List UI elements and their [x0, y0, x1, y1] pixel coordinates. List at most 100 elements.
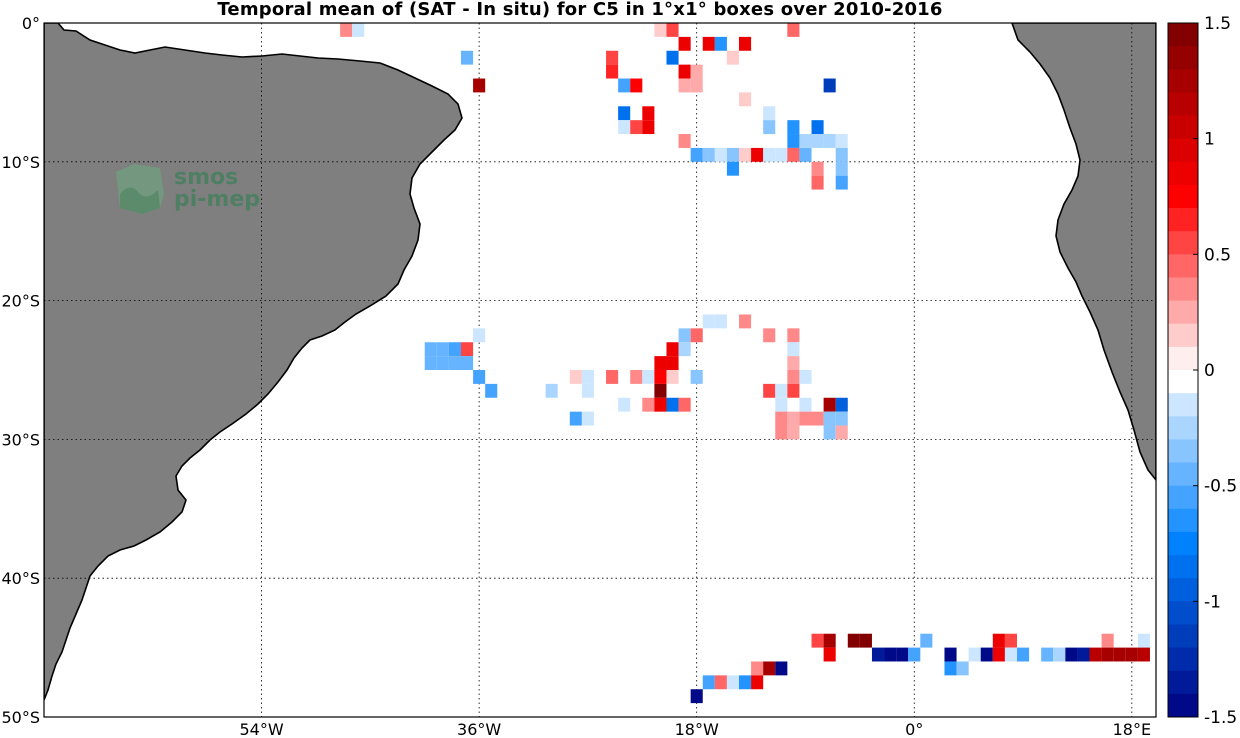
data-cell [678, 36, 691, 51]
data-cell [811, 411, 824, 426]
data-cell [811, 161, 824, 176]
colorbar-step [1168, 555, 1198, 579]
data-cell [1041, 647, 1054, 662]
data-cell [714, 147, 727, 162]
colorbar-tick-label: -1 [1204, 592, 1221, 612]
data-cell [1137, 647, 1150, 662]
colorbar-step [1168, 370, 1198, 394]
data-cell [799, 411, 812, 426]
data-cell [424, 356, 437, 370]
data-cell [751, 147, 764, 162]
data-cell [666, 356, 679, 370]
data-cell [823, 647, 836, 662]
colorbar-labels: 1.5 1 0.5 0 -0.5 -1 -1.5 [1193, 14, 1237, 728]
data-cell [473, 370, 486, 384]
data-cell [678, 328, 691, 343]
data-cell [956, 661, 969, 676]
data-cell [763, 383, 776, 398]
data-cell [461, 50, 474, 65]
colorbar-tick-label: -1.5 [1204, 708, 1237, 728]
data-cell [835, 425, 848, 440]
data-cell [787, 411, 800, 426]
latitude-tick-label: 50°S [1, 708, 40, 727]
latitude-tick-label: 40°S [1, 569, 40, 588]
colorbar-step [1168, 208, 1198, 232]
colorbar-tick-label: 0.5 [1204, 245, 1231, 265]
data-cell [690, 78, 703, 93]
colorbar-step [1168, 439, 1198, 464]
data-cell [787, 370, 800, 384]
data-cell [884, 647, 897, 662]
data-cell [606, 50, 619, 65]
data-cell [835, 134, 848, 148]
data-cell [473, 328, 486, 343]
colorbar-step [1168, 231, 1198, 255]
data-cell [763, 328, 776, 343]
data-cell [340, 23, 353, 37]
data-cell [835, 147, 848, 162]
data-cell [618, 106, 631, 121]
data-cell [787, 134, 800, 148]
colorbar-step [1168, 578, 1198, 602]
data-cell [702, 36, 715, 51]
colorbar-step [1168, 115, 1198, 140]
longitude-tick-label: 18°E [1113, 720, 1151, 738]
data-cell [630, 370, 643, 384]
data-cell [714, 36, 727, 51]
data-cell [678, 64, 691, 79]
data-cell [666, 342, 679, 357]
data-cell [1077, 647, 1090, 662]
data-cell [1089, 647, 1102, 662]
data-cell [726, 50, 739, 65]
data-cell [835, 411, 848, 426]
data-cell [606, 64, 619, 79]
data-cell [606, 370, 619, 384]
data-cell [992, 647, 1005, 662]
data-cell [763, 106, 776, 121]
data-cell [787, 383, 800, 398]
data-cell [775, 425, 788, 440]
longitude-labels: 54°W 36°W 18°W 0° 18°E [239, 720, 1151, 738]
plot-frame [43, 22, 1157, 718]
longitude-tick-label: 54°W [239, 720, 283, 738]
data-cell [739, 314, 752, 329]
colorbar-tick-label: -0.5 [1204, 477, 1237, 497]
latitude-tick-label: 10°S [1, 153, 40, 172]
data-cell [726, 161, 739, 176]
colorbar-step [1168, 323, 1198, 348]
data-cell [618, 397, 631, 412]
data-cell [1137, 633, 1150, 648]
data-cell [787, 328, 800, 343]
data-cell [871, 647, 885, 662]
data-cell [920, 633, 933, 648]
data-cell [666, 397, 679, 412]
data-cell [666, 50, 679, 65]
data-cell [702, 147, 715, 162]
data-cell [654, 383, 667, 398]
data-cell [461, 356, 474, 370]
data-cell [739, 36, 752, 51]
colorbar-step [1168, 462, 1198, 487]
data-cell [739, 92, 752, 107]
data-cell [618, 120, 631, 135]
data-cell [751, 661, 764, 676]
data-cell [678, 134, 691, 148]
colorbar-step [1168, 92, 1198, 117]
data-cell [823, 633, 836, 648]
data-cell [690, 370, 703, 384]
data-cell [448, 356, 461, 370]
data-cells [340, 23, 1150, 704]
data-cell [678, 397, 691, 412]
data-cell [811, 175, 824, 190]
colorbar-step [1168, 254, 1198, 278]
data-cell [799, 147, 812, 162]
data-cell [1101, 633, 1114, 648]
latitude-tick-label: 20°S [1, 292, 40, 311]
data-cell [944, 661, 957, 676]
data-cell [1004, 633, 1017, 648]
colorbar-step [1168, 531, 1198, 556]
data-cell [690, 147, 703, 162]
data-cell [666, 23, 679, 37]
data-cell [763, 661, 776, 676]
